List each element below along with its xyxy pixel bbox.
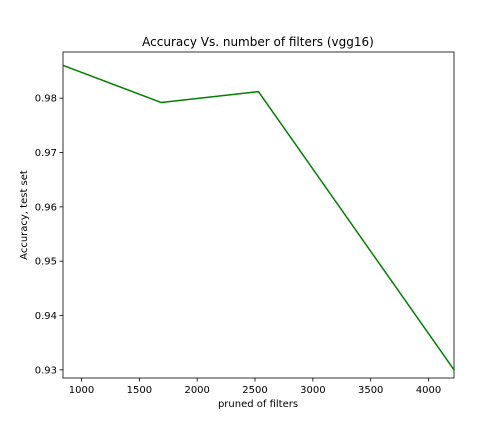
- x-tick-label: 2500: [242, 385, 267, 396]
- x-tick-label: 1500: [127, 385, 152, 396]
- x-axis-ticks: 1000 1500 2000 2500 3000 3500 4000: [69, 378, 441, 396]
- x-tick-label: 3000: [300, 385, 325, 396]
- x-tick-label: 3500: [358, 385, 383, 396]
- y-tick-label: 0.96: [35, 202, 57, 213]
- y-tick-label: 0.95: [35, 257, 57, 268]
- x-axis-label: pruned of filters: [218, 399, 298, 410]
- x-tick-label: 1000: [69, 385, 94, 396]
- y-axis-label: Accuracy, test set: [19, 170, 30, 260]
- y-tick-label: 0.97: [35, 148, 57, 159]
- x-tick-label: 2000: [184, 385, 209, 396]
- y-axis-ticks: 0.93 0.94 0.95 0.96 0.97 0.98: [35, 94, 63, 376]
- y-tick-label: 0.98: [35, 94, 57, 105]
- y-tick-label: 0.93: [35, 365, 57, 376]
- series-line-0: [62, 64, 456, 371]
- x-tick-label: 4000: [416, 385, 441, 396]
- plot-area-frame: [62, 51, 455, 379]
- y-tick-label: 0.94: [35, 311, 57, 322]
- series-layer: [62, 64, 456, 371]
- chart-title: Accuracy Vs. number of filters (vgg16): [142, 35, 374, 49]
